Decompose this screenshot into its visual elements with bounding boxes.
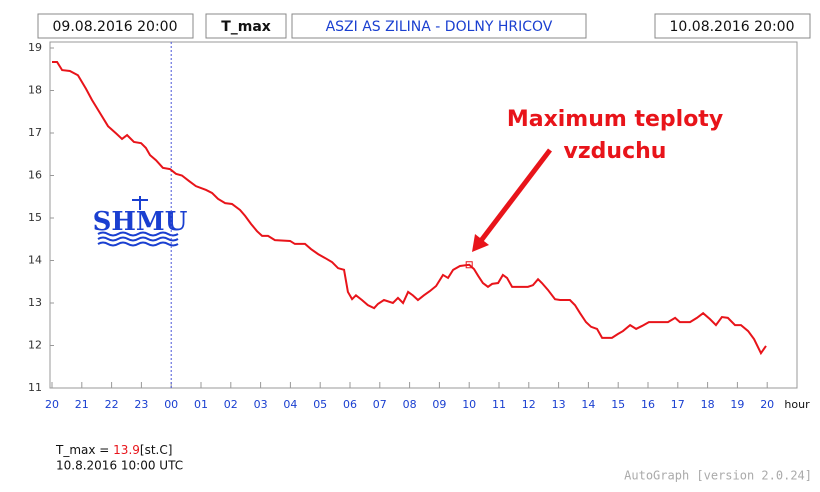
annotation: vzduchu: [564, 139, 667, 164]
logo-mast: [132, 196, 148, 210]
readout-value: 13.9: [113, 443, 140, 457]
data-line: [52, 61, 767, 356]
end-box: [654, 13, 811, 39]
y-tick-label: 13: [28, 296, 42, 309]
x-tick-label: 06: [343, 398, 357, 411]
x-tick-label: 16: [641, 398, 655, 411]
station-box: [291, 13, 587, 39]
x-tick-label: 20: [45, 398, 59, 411]
readout: T_max = 13.9[st.C]: [55, 443, 172, 457]
x-tick-label: 12: [522, 398, 536, 411]
x-tick-label: 04: [283, 398, 297, 411]
x-tick-label: 11: [492, 398, 506, 411]
variable-box: [205, 13, 287, 39]
x-tick-label: 00: [164, 398, 178, 411]
x-tick-label: 18: [701, 398, 715, 411]
x-tick-label: 01: [194, 398, 208, 411]
x-tick-label: 05: [313, 398, 327, 411]
readout-sep: =: [95, 443, 113, 457]
readout-unit: [st.C]: [140, 443, 173, 457]
x-tick-label: 13: [552, 398, 566, 411]
x-tick-label: 02: [224, 398, 238, 411]
x-tick-label: 14: [581, 398, 595, 411]
x-tick-label: 10: [462, 398, 476, 411]
x-axis-label: hour: [784, 398, 810, 411]
x-tick-label: 21: [75, 398, 89, 411]
x-tick-label: 08: [403, 398, 417, 411]
readout-name: T_max: [55, 443, 95, 457]
y-tick-label: 16: [28, 169, 42, 182]
x-tick-label: 09: [432, 398, 446, 411]
x-tick-label: 17: [671, 398, 685, 411]
annotation-arrowhead: [472, 234, 489, 252]
logo-waves: [97, 231, 179, 247]
logo: SHMU: [93, 196, 188, 247]
x-tick-label: 20: [760, 398, 774, 411]
footer: AutoGraph [version 2.0.24]: [624, 469, 812, 483]
x-tick-label: 23: [134, 398, 148, 411]
y-tick-label: 15: [28, 211, 42, 224]
x-tick-label: 22: [105, 398, 119, 411]
variable: T_max: [221, 19, 271, 35]
annotation-arrow: [478, 148, 552, 244]
y-tick-label: 12: [28, 339, 42, 352]
readout-time: 10.8.2016 10:00 UTC: [56, 459, 183, 473]
annotation: Maximum teploty: [507, 107, 723, 132]
x-tick-label: 03: [254, 398, 268, 411]
x-tick-label: 19: [730, 398, 744, 411]
station: ASZI AS ZILINA - DOLNY HRICOV: [326, 19, 553, 35]
start-time: 09.08.2016 20:00: [53, 19, 178, 35]
y-tick-label: 17: [28, 126, 42, 139]
highlight-marker: [465, 261, 473, 269]
y-tick-label: 11: [28, 381, 42, 394]
end-time: 10.08.2016 20:00: [670, 19, 795, 35]
plot-frame: [49, 41, 798, 389]
x-tick-label: 07: [373, 398, 387, 411]
y-tick-label: 18: [28, 84, 42, 97]
y-tick-label: 19: [28, 41, 42, 54]
start-box: [37, 13, 194, 39]
y-tick-label: 14: [28, 254, 42, 267]
x-tick-label: 15: [611, 398, 625, 411]
